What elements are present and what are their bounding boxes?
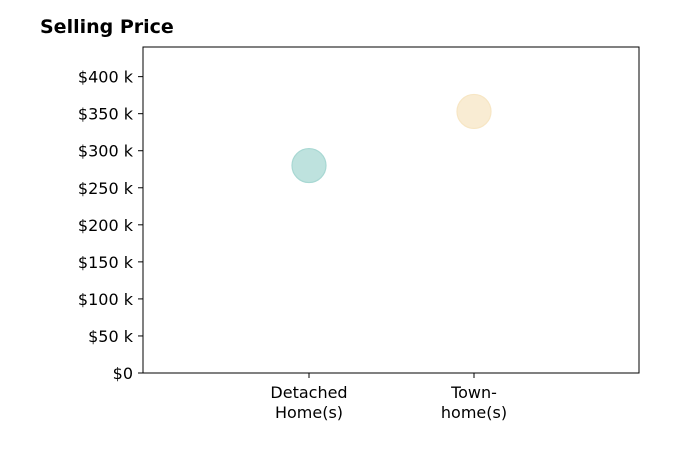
y-tick-label: $100 k	[78, 290, 134, 309]
y-tick-label: $250 k	[78, 179, 134, 198]
x-tick-label: home(s)	[441, 403, 507, 422]
y-tick-label: $200 k	[78, 216, 134, 235]
y-tick-label: $50 k	[88, 327, 134, 346]
y-tick-label: $150 k	[78, 253, 134, 272]
data-point	[456, 93, 492, 130]
x-tick-label: Town-	[450, 383, 497, 402]
y-tick-label: $300 k	[78, 142, 134, 161]
y-tick-label: $0	[113, 364, 133, 383]
x-tick-label: Detached	[270, 383, 347, 402]
y-tick-label: $400 k	[78, 68, 134, 87]
data-point	[291, 147, 327, 184]
y-tick-label: $350 k	[78, 105, 134, 124]
y-axis: $0 $50 k $100 k $150 k $200 k $250 k $300 k $35…	[78, 68, 143, 383]
plot-area-frame	[142, 46, 640, 374]
chart-marks	[291, 93, 492, 184]
x-tick-label: Home(s)	[275, 403, 343, 422]
chart-title: Selling Price	[40, 16, 174, 38]
